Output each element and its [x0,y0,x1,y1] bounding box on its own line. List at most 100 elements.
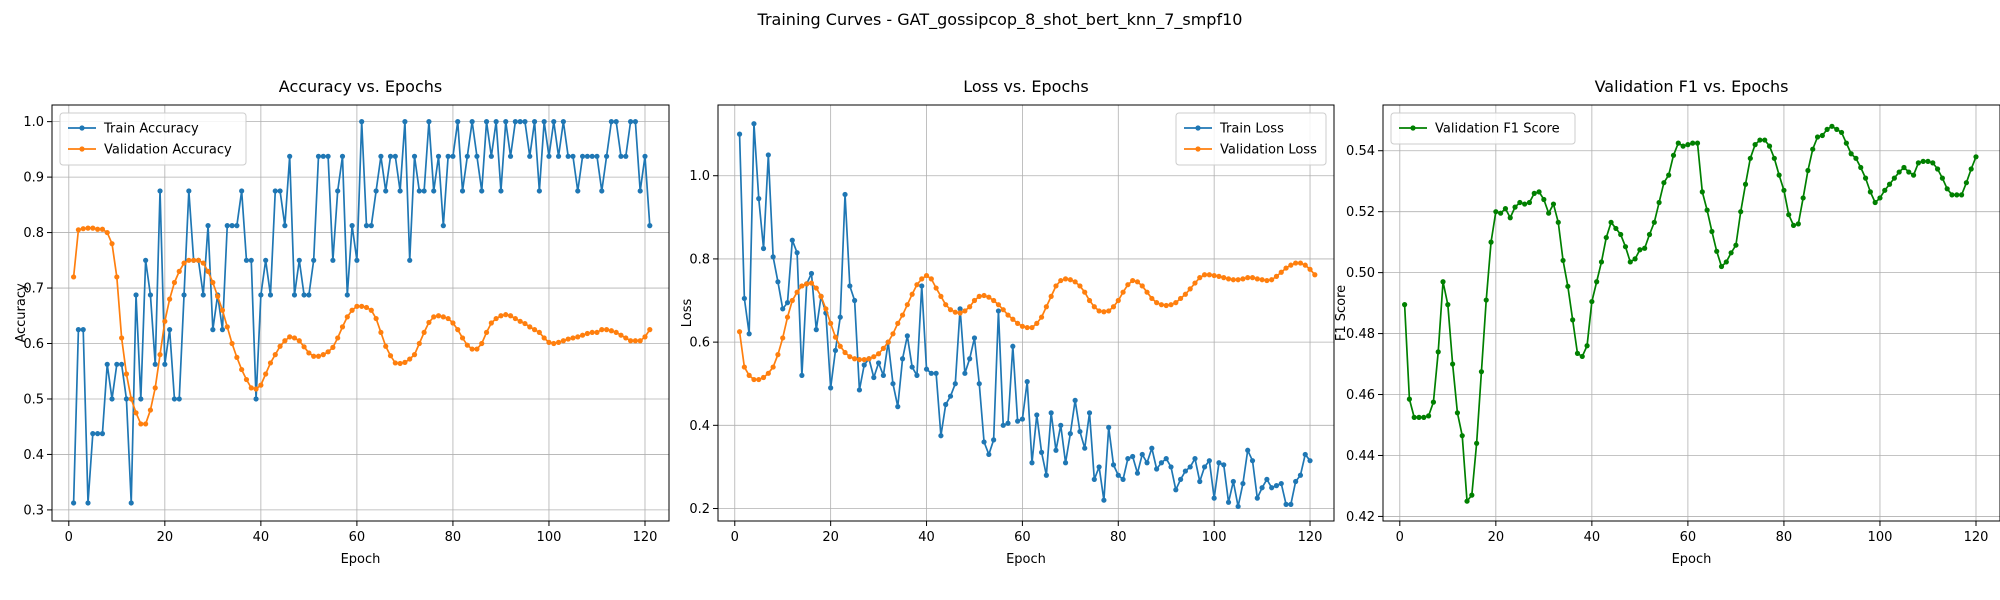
train-loss-point [1019,416,1025,422]
validation-loss-point [1245,275,1251,281]
validation-loss-point [1178,295,1184,302]
validation-f1-score-point [1685,142,1691,148]
validation-f1-score-point [1666,172,1672,178]
validation-loss-point [967,304,973,310]
validation-loss-point [1206,272,1212,278]
validation-f1-score-point [1790,222,1797,228]
train-accuracy-point [133,292,139,298]
validation-loss-point [1019,323,1025,329]
validation-f1-score-point [1805,167,1811,174]
validation-f1-score-point [1829,123,1835,129]
train-loss-point [852,297,858,304]
validation-accuracy-point [517,318,523,324]
validation-accuracy-point [349,307,355,313]
validation-f1-score-point [1795,221,1801,227]
validation-f1-score-point [1680,143,1686,149]
train-accuracy-point [402,119,408,125]
train-loss-point [1058,422,1064,428]
train-loss-point [1010,343,1016,349]
validation-accuracy-point [119,335,125,341]
validation-loss-point [1269,277,1275,283]
validation-f1-score-point [1886,181,1893,187]
validation-f1-score-point [1915,160,1921,166]
validation-accuracy-point [488,320,494,326]
validation-f1-score-point [1771,155,1777,161]
train-accuracy-point [291,292,298,298]
validation-accuracy-point [464,342,470,348]
train-accuracy-point [186,188,192,194]
train-accuracy-point [325,153,331,159]
train-loss-point [1024,379,1030,385]
train-accuracy-point [229,223,235,229]
validation-f1-score-point [1733,242,1739,248]
validation-accuracy-point [363,304,370,311]
train-accuracy-point [354,257,360,263]
loss-y-tick-label: 0.8 [689,252,710,267]
train-loss-point [1106,424,1112,430]
validation-accuracy-point [296,338,302,344]
validation-loss-point [1235,277,1241,283]
train-loss-point [1192,456,1198,462]
validation-accuracy-point [560,338,566,344]
train-accuracy-point [243,257,250,263]
validation-loss-point [1273,273,1280,279]
loss-y-tick-label: 0.4 [689,419,710,434]
validation-f1-score-point [1738,209,1744,215]
train-accuracy-point [618,153,624,159]
figure-suptitle: Training Curves - GAT_gossipcop_8_shot_b… [757,10,1243,30]
validation-f1-score-point [1709,228,1715,235]
validation-accuracy-point [512,315,518,322]
train-accuracy-point [157,188,163,194]
validation-f1-score-point [1949,192,1955,198]
validation-accuracy-point [277,343,283,349]
train-accuracy-point [411,153,418,159]
validation-loss-point [1101,309,1107,315]
validation-loss-point [1173,300,1179,306]
validation-loss-point [741,364,747,370]
train-loss-point [741,295,747,302]
validation-loss-point [1225,276,1232,282]
validation-accuracy-point [85,225,91,231]
validation-f1-score-point [1478,369,1485,375]
validation-f1-score-point [1877,195,1883,201]
train-accuracy-point [479,188,485,194]
train-accuracy-point [315,153,322,159]
validation-loss-point [794,289,800,295]
loss-chart-xlabel: Epoch [1006,552,1046,567]
validation-accuracy-point [584,330,590,337]
validation-loss-point [1067,277,1073,283]
validation-f1-score-point [1642,245,1648,251]
loss-x-tick-label: 0 [731,530,739,545]
validation-accuracy-point [541,335,547,341]
validation-f1-score-point [1675,140,1681,146]
validation-f1-score-point [1426,413,1432,419]
validation-loss-point [1077,283,1083,289]
train-loss-point [991,437,997,443]
validation-f1-score-point [1536,189,1542,195]
f1-plot-area [1402,123,1979,504]
validation-loss-point [780,335,786,341]
train-accuracy-point [603,153,610,159]
validation-accuracy-point [354,303,360,309]
train-accuracy-point [421,188,427,194]
validation-f1-score-point [1747,155,1753,161]
train-loss-point [1062,460,1069,466]
train-accuracy-point [623,153,629,159]
train-accuracy-point [407,257,413,263]
validation-accuracy-point [157,352,163,358]
train-accuracy-point [71,500,77,506]
validation-accuracy-point [459,335,466,341]
validation-accuracy-point [195,257,202,263]
train-loss-point [1067,431,1073,437]
validation-loss-point [981,292,987,299]
train-accuracy-point [143,257,149,263]
validation-loss-point [1182,291,1188,297]
train-accuracy-legend-marker [79,125,85,131]
validation-loss-point [895,320,901,326]
validation-f1-score-point [1704,207,1710,213]
validation-accuracy-point [95,226,101,232]
train-loss-point [1240,480,1246,487]
validation-f1-score-point [1930,160,1936,166]
train-accuracy-point [320,153,326,159]
validation-f1-score-point [1406,396,1413,402]
